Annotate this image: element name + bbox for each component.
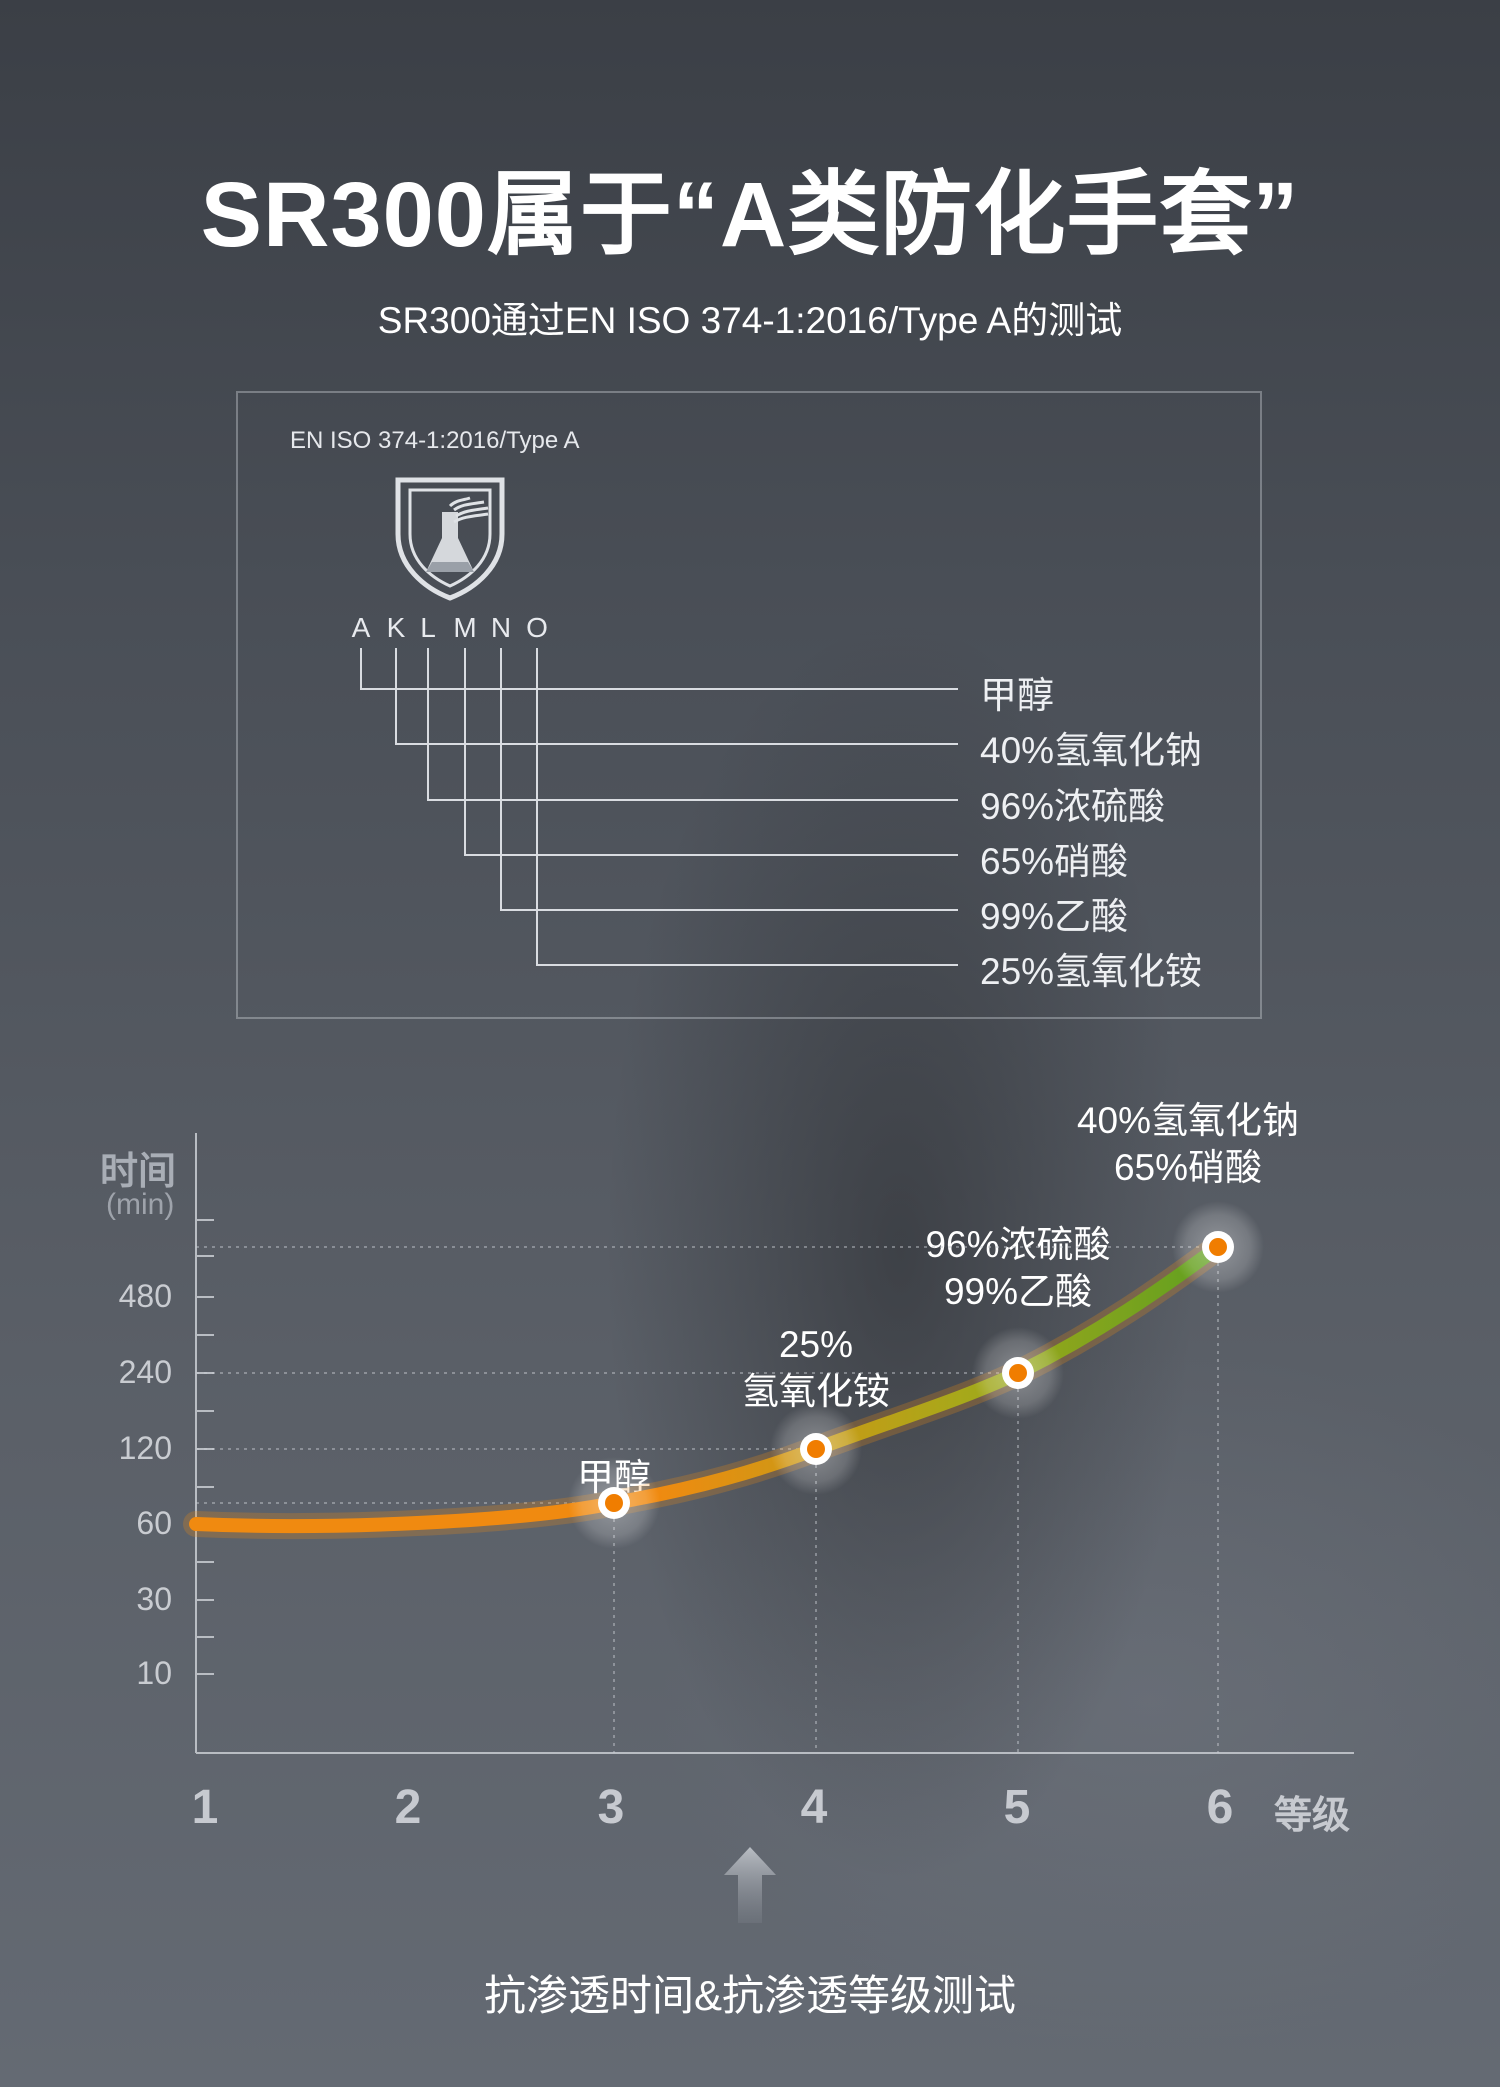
bottom-caption: 抗渗透时间&抗渗透等级测试: [483, 1972, 1016, 2019]
chemical-item: 40%氢氧化钠: [980, 730, 1203, 771]
x-tick-label: 5: [1003, 1781, 1031, 1834]
x-tick-label: 3: [597, 1781, 625, 1834]
data-point: [1009, 1364, 1027, 1382]
x-tick-label: 1: [191, 1781, 219, 1834]
page-title: SR300属于“A类防化手套”: [200, 164, 1300, 266]
point-label: 40%氢氧化钠 65%硝酸: [1058, 1097, 1318, 1191]
y-tick-label: 10: [136, 1655, 172, 1691]
code-letter: M: [453, 612, 477, 643]
code-connector-line: [360, 648, 958, 690]
code-letter: K: [386, 612, 406, 643]
standard-box: [236, 391, 1262, 1019]
chemical-item: 99%乙酸: [980, 896, 1129, 937]
x-axis-title: 等级: [1274, 1795, 1351, 1837]
x-tick-label: 2: [394, 1781, 422, 1834]
code-letter: L: [420, 612, 436, 643]
code-letter: A: [351, 612, 371, 643]
code-connector-line: [500, 648, 958, 911]
y-tick-label: 240: [118, 1354, 172, 1390]
point-label-line: 40%氢氧化钠: [1076, 1100, 1300, 1141]
y-tick-label: 120: [118, 1430, 172, 1466]
chemical-item: 96%浓硫酸: [980, 786, 1166, 827]
series-line: [189, 1240, 1225, 1533]
data-point: [807, 1440, 825, 1458]
y-tick-label: 60: [136, 1505, 172, 1541]
code-connector-line: [536, 648, 958, 966]
data-point: [1209, 1238, 1227, 1256]
point-label-line: 25%: [778, 1324, 854, 1365]
chemical-protection-icon: [395, 477, 505, 601]
y-axis-title: 时间: [100, 1151, 177, 1193]
y-axis-unit: (min): [106, 1188, 175, 1221]
data-point: [605, 1494, 623, 1512]
chemical-item: 65%硝酸: [980, 841, 1129, 882]
x-tick-label: 6: [1206, 1781, 1234, 1834]
chemical-item: 甲醇: [980, 675, 1054, 716]
point-label-line: 96%浓硫酸: [925, 1224, 1111, 1265]
y-tick-label: 480: [118, 1278, 172, 1314]
chemical-item: 25%氢氧化铵: [980, 951, 1203, 992]
point-label-line: 99%乙酸: [943, 1271, 1093, 1312]
code-letter: O: [526, 612, 548, 643]
x-tick-label: 4: [800, 1781, 828, 1834]
code-letter: N: [490, 612, 512, 643]
code-connector-line: [427, 648, 958, 801]
standard-label: EN ISO 374-1:2016/Type A: [290, 427, 580, 454]
point-label: 96%浓硫酸 99%乙酸: [908, 1221, 1128, 1315]
code-connector-line: [395, 648, 958, 745]
code-connector-line: [464, 648, 958, 856]
page-subtitle: SR300通过EN ISO 374-1:2016/Type A的测试: [377, 300, 1123, 341]
up-arrow-icon: [724, 1847, 776, 1923]
point-label-line: 65%硝酸: [1113, 1147, 1263, 1188]
y-tick-label: 30: [136, 1581, 172, 1617]
